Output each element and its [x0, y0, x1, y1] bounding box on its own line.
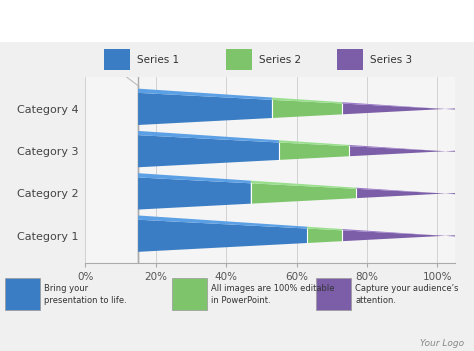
Text: Bar Chart: Bar Chart [14, 14, 114, 32]
Polygon shape [279, 140, 349, 146]
FancyBboxPatch shape [5, 278, 39, 310]
Text: Your Logo: Your Logo [420, 339, 465, 348]
Polygon shape [356, 188, 474, 197]
Polygon shape [138, 89, 272, 100]
Polygon shape [272, 98, 342, 104]
Polygon shape [138, 220, 307, 252]
Bar [226, 49, 252, 70]
Polygon shape [272, 100, 342, 118]
Text: Series 1: Series 1 [137, 55, 179, 65]
Polygon shape [307, 227, 342, 230]
Text: Series 2: Series 2 [259, 55, 301, 65]
Polygon shape [251, 183, 356, 204]
FancyBboxPatch shape [316, 278, 351, 310]
Text: Capture your audience’s
attention.: Capture your audience’s attention. [356, 284, 459, 305]
Polygon shape [138, 173, 251, 183]
Text: All images are 100% editable
in PowerPoint.: All images are 100% editable in PowerPoi… [211, 284, 335, 305]
Text: Bring your
presentation to life.: Bring your presentation to life. [44, 284, 127, 305]
Polygon shape [342, 104, 474, 114]
Text: Series 3: Series 3 [370, 55, 412, 65]
Polygon shape [342, 229, 474, 239]
Polygon shape [307, 229, 342, 243]
Polygon shape [279, 143, 349, 160]
Text: – Data Driven: – Data Driven [144, 16, 253, 31]
Polygon shape [138, 216, 307, 229]
Polygon shape [138, 93, 272, 125]
Polygon shape [342, 102, 474, 112]
FancyBboxPatch shape [172, 278, 207, 310]
Polygon shape [349, 145, 474, 154]
Polygon shape [349, 146, 474, 156]
Polygon shape [251, 181, 356, 189]
Polygon shape [356, 189, 474, 198]
Polygon shape [138, 135, 279, 167]
Polygon shape [138, 177, 251, 210]
Bar [337, 49, 363, 70]
Polygon shape [342, 230, 474, 241]
Polygon shape [138, 131, 279, 143]
Bar [104, 49, 130, 70]
